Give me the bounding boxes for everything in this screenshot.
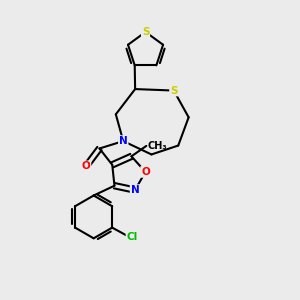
Text: O: O [141,167,150,177]
Text: O: O [82,161,91,171]
Text: Cl: Cl [127,232,138,242]
Text: S: S [142,27,149,37]
Text: CH₃: CH₃ [148,141,167,151]
Text: N: N [130,185,139,195]
Text: N: N [119,136,128,146]
Text: S: S [170,85,178,96]
